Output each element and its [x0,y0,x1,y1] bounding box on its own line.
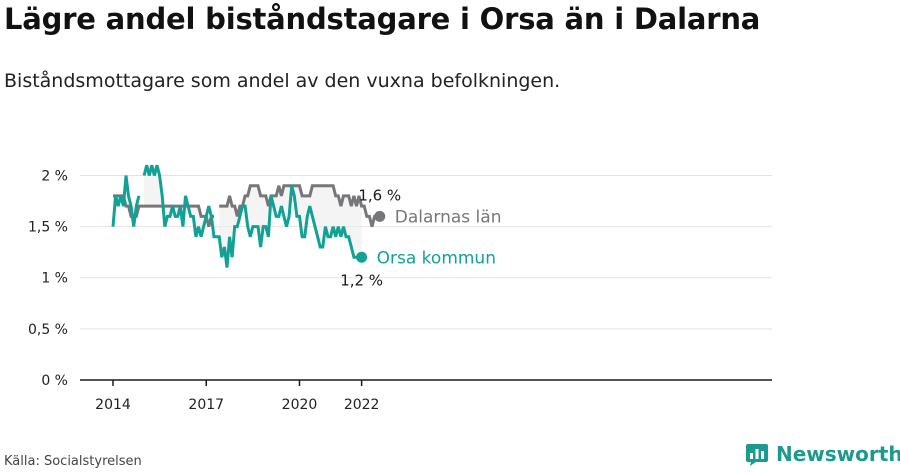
orsa-kommun-legend-label: Orsa kommun [377,248,496,268]
difference-band [144,165,214,237]
source-note: Källa: Socialstyrelsen [4,454,142,469]
x-tick-label: 2017 [188,397,224,413]
dalarnas-lan-end-marker [374,210,386,222]
chart-subtitle: Biståndsmottagare som andel av den vuxna… [4,70,561,92]
bar-chart-logo-icon [746,444,768,466]
difference-band [219,185,362,268]
x-tick-label: 2014 [95,397,131,413]
newsworthy-logo: Newsworthy [745,442,900,466]
y-tick-label: 1,5 % [28,220,68,236]
orsa-kommun-end-marker [356,251,368,263]
y-tick-label: 2 % [41,168,68,184]
orsa-kommun-end-value-label: 1,2 % [340,271,383,289]
series-line-orsa-kommun [111,164,362,268]
dalarnas-lan-end-value-label: 1,6 % [358,186,401,204]
brand-name: Newsworthy [776,442,900,466]
y-tick-label: 0 % [41,373,68,389]
chart-title: Lägre andel biståndstagare i Orsa än i D… [4,2,761,36]
x-tick-label: 2020 [282,397,318,413]
y-tick-label: 1 % [41,271,68,287]
x-tick-label: 2022 [344,397,380,413]
y-tick-label: 0,5 % [28,322,68,338]
dalarnas-lan-legend-label: Dalarnas län [395,207,502,227]
